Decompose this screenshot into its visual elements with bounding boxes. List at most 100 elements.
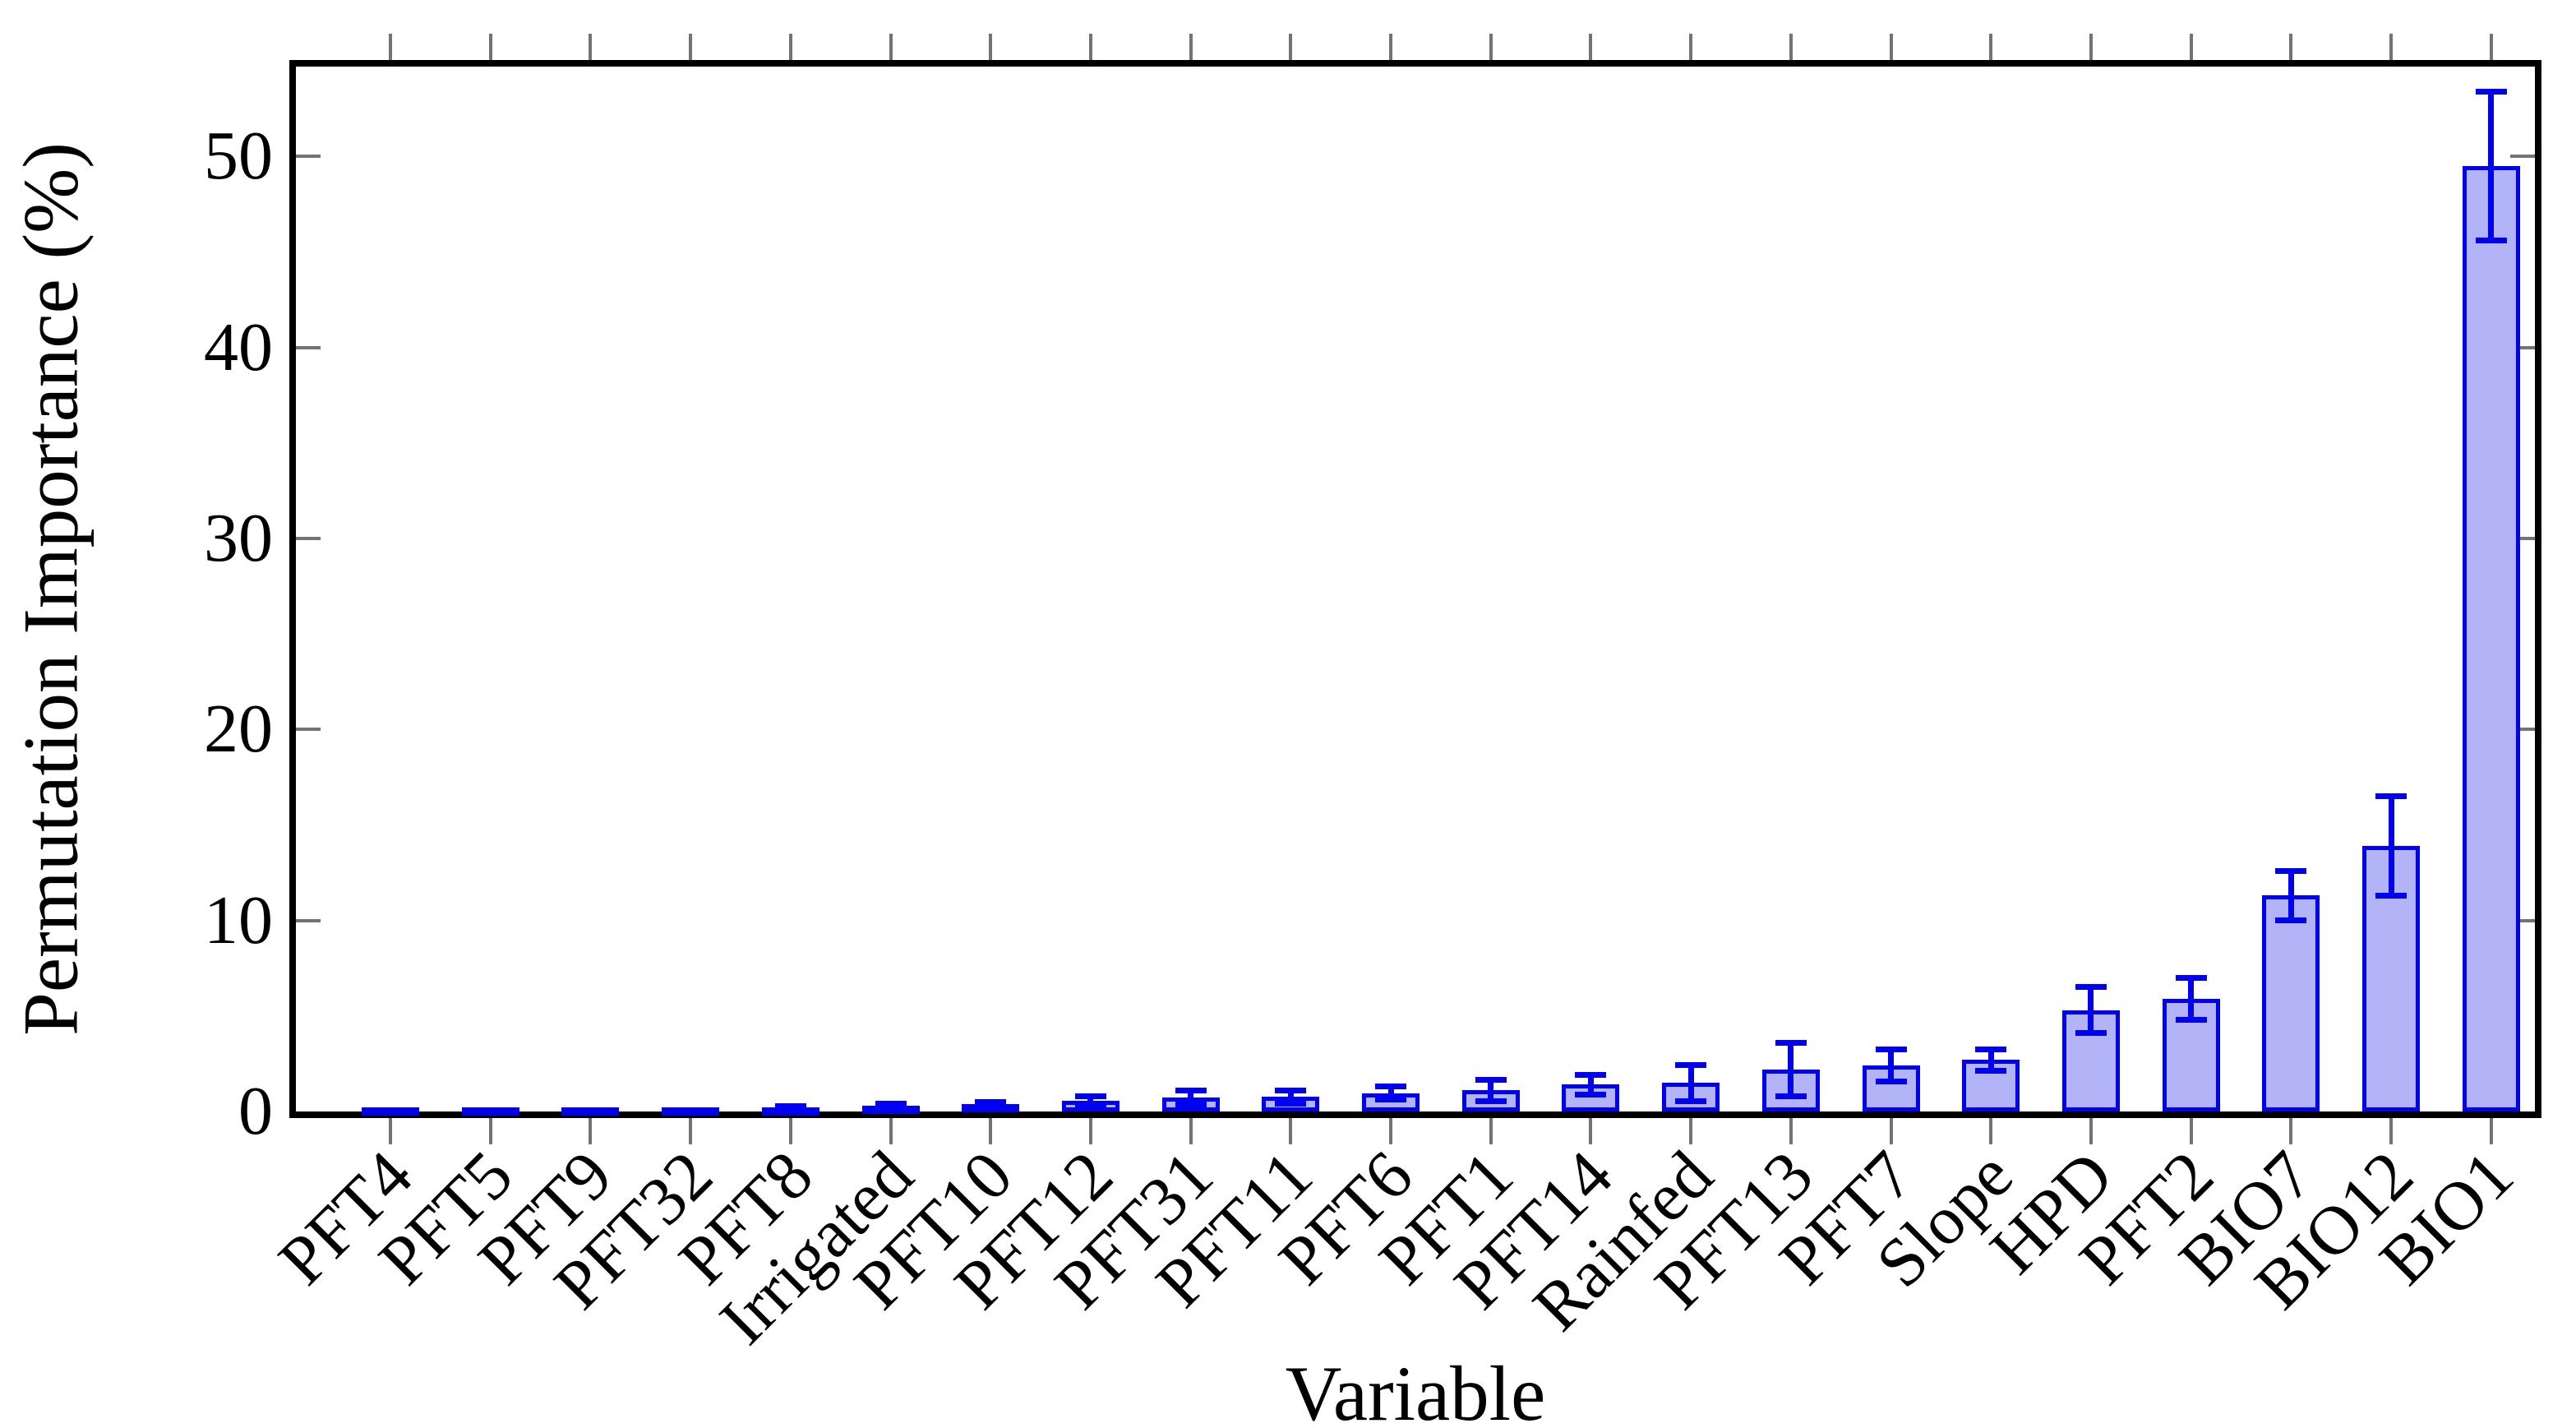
x-tick-top (2489, 34, 2493, 60)
x-tick-bottom (2389, 1118, 2393, 1144)
error-bar-cap-top (2175, 974, 2207, 981)
x-tick-top (689, 34, 693, 60)
error-bar-line (1788, 1042, 1794, 1097)
y-tick-right (2510, 536, 2535, 540)
error-bar-cap-bottom (1175, 1102, 1207, 1108)
x-tick-bottom (589, 1118, 593, 1144)
x-tick-bottom (1689, 1118, 1693, 1144)
bar-bio1 (2462, 165, 2520, 1111)
error-bar-line (1387, 1086, 1394, 1100)
y-tick-label: 30 (204, 499, 273, 576)
error-bar-cap-top (2275, 867, 2307, 874)
x-tick-top (889, 34, 893, 60)
error-bar-line (2088, 987, 2094, 1033)
error-bar-line (2388, 796, 2394, 896)
y-tick-label: 20 (204, 691, 273, 768)
bar-bio7 (2262, 895, 2320, 1111)
bar-pft4 (362, 1107, 419, 1116)
x-tick-top (488, 34, 492, 60)
x-tick-bottom (488, 1118, 492, 1144)
error-bar-cap-bottom (2275, 917, 2307, 924)
x-tick-bottom (2189, 1118, 2193, 1144)
y-tick-left (296, 918, 321, 922)
error-bar-line (1488, 1079, 1494, 1102)
x-tick-top (1589, 34, 1593, 60)
y-tick-label: 40 (204, 308, 273, 386)
x-tick-top (1189, 34, 1193, 60)
x-tick-bottom (1989, 1118, 1993, 1144)
error-bar-cap-bottom (1975, 1067, 2007, 1074)
x-tick-top (1689, 34, 1693, 60)
x-tick-top (1889, 34, 1893, 60)
y-tick-left (296, 536, 321, 540)
error-bar-line (1687, 1065, 1694, 1102)
x-tick-bottom (389, 1118, 392, 1144)
y-tick-left (296, 728, 321, 732)
error-bar-line (1987, 1049, 1994, 1071)
error-bar-cap-top (2075, 984, 2107, 991)
error-bar-line (2287, 871, 2294, 921)
error-bar-line (2188, 977, 2195, 1020)
x-tick-top (1989, 34, 1993, 60)
bar-pft5 (461, 1107, 519, 1116)
bar-pft32 (662, 1107, 720, 1116)
x-tick-bottom (2089, 1118, 2093, 1144)
error-bar-cap-bottom (1775, 1093, 1807, 1099)
error-bar-cap-top (1074, 1093, 1106, 1099)
error-bar-cap-top (1875, 1046, 1907, 1052)
error-bar-cap-bottom (2375, 892, 2407, 899)
y-tick-label: 50 (204, 118, 273, 195)
x-tick-bottom (689, 1118, 693, 1144)
x-tick-bottom (1088, 1118, 1092, 1144)
error-bar-line (1888, 1049, 1894, 1082)
error-bar-cap-bottom (1675, 1098, 1707, 1104)
x-axis-label: Variable (1285, 1350, 1546, 1428)
x-tick-top (2289, 34, 2293, 60)
x-tick-top (989, 34, 993, 60)
error-bar-cap-top (975, 1098, 1007, 1105)
error-bar-line (2488, 91, 2495, 241)
x-tick-bottom (788, 1118, 792, 1144)
bar-pft9 (561, 1107, 620, 1116)
x-tick-top (589, 34, 593, 60)
x-tick-bottom (2289, 1118, 2293, 1144)
x-tick-top (788, 34, 792, 60)
error-bar-cap-bottom (1875, 1079, 1907, 1085)
x-tick-bottom (1589, 1118, 1593, 1144)
y-tick-label: 10 (204, 881, 273, 959)
x-tick-top (389, 34, 392, 60)
y-tick-right (2510, 155, 2535, 159)
error-bar-line (1587, 1074, 1594, 1095)
x-tick-bottom (1189, 1118, 1193, 1144)
error-bar-cap-top (1475, 1077, 1507, 1084)
x-tick-bottom (1789, 1118, 1793, 1144)
x-tick-top (2389, 34, 2393, 60)
x-tick-bottom (989, 1118, 993, 1144)
error-bar-cap-top (2475, 88, 2507, 95)
x-tick-top (2189, 34, 2193, 60)
error-bar-cap-top (1675, 1061, 1707, 1068)
error-bar-cap-top (1575, 1072, 1607, 1079)
error-bar-cap-top (1275, 1087, 1307, 1093)
error-bar-cap-top (1175, 1087, 1207, 1093)
error-bar-line (1188, 1090, 1194, 1105)
error-bar-cap-bottom (975, 1103, 1007, 1110)
y-tick-right (2510, 728, 2535, 732)
error-bar-cap-bottom (1475, 1098, 1507, 1104)
x-tick-top (1088, 34, 1092, 60)
error-bar-line (1087, 1096, 1094, 1107)
error-bar-cap-top (1975, 1046, 2007, 1052)
y-tick-label: 0 (238, 1073, 273, 1149)
error-bar-cap-top (1775, 1039, 1807, 1046)
x-tick-bottom (1289, 1118, 1293, 1144)
x-tick-top (2089, 34, 2093, 60)
x-tick-top (1289, 34, 1293, 60)
error-bar-cap-bottom (1375, 1097, 1406, 1103)
error-bar-cap-top (774, 1102, 806, 1109)
error-bar-cap-top (2375, 793, 2407, 800)
x-tick-top (1489, 34, 1493, 60)
x-tick-bottom (2489, 1118, 2493, 1144)
y-tick-right (2510, 918, 2535, 922)
error-bar-cap-top (1375, 1084, 1406, 1090)
x-tick-bottom (1889, 1118, 1893, 1144)
